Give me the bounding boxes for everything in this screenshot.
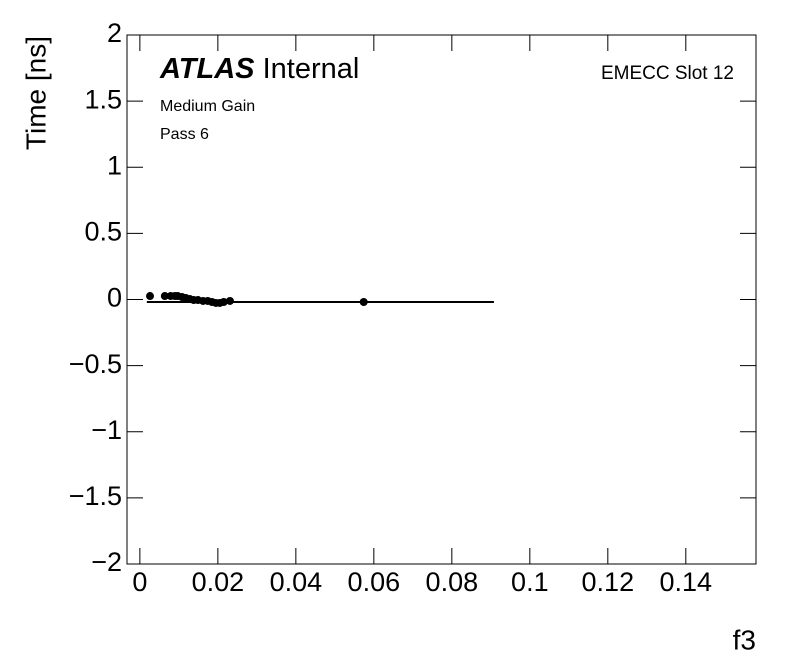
x-tick-label: 0 <box>132 567 147 597</box>
data-point <box>225 296 234 305</box>
atlas-bold: ATLAS <box>159 53 255 85</box>
y-tick-label: −1.5 <box>69 481 122 511</box>
y-tick-label: 1 <box>107 150 122 180</box>
x-tick-label: 0.06 <box>348 567 401 597</box>
annotation: Medium Gain <box>160 98 255 115</box>
y-tick-label: 1.5 <box>84 84 122 114</box>
data-point <box>359 298 368 307</box>
data-point <box>160 292 169 301</box>
corner-text: EMECC Slot 12 <box>601 63 734 84</box>
x-tick-label: 0.14 <box>660 567 713 597</box>
x-tick-label: 0.02 <box>192 567 245 597</box>
y-tick-label: 0 <box>107 283 122 313</box>
atlas-label: ATLAS Internal <box>159 53 359 85</box>
atlas-rest: Internal <box>263 53 360 85</box>
x-tick-label: 0.08 <box>426 567 479 597</box>
y-tick-label: −1 <box>91 415 122 445</box>
y-tick-label: 2 <box>107 18 122 48</box>
data-point <box>146 292 155 301</box>
x-axis-label: f3 <box>733 624 756 655</box>
annotation: Pass 6 <box>160 126 209 143</box>
x-tick-label: 0.12 <box>582 567 635 597</box>
y-tick-label: −2 <box>91 547 122 577</box>
y-axis-label: Time [ns] <box>20 36 51 150</box>
x-tick-label: 0.1 <box>511 567 549 597</box>
y-tick-label: 0.5 <box>84 217 122 247</box>
x-tick-label: 0.04 <box>270 567 323 597</box>
data-point <box>219 298 228 307</box>
y-tick-label: −0.5 <box>69 349 122 379</box>
